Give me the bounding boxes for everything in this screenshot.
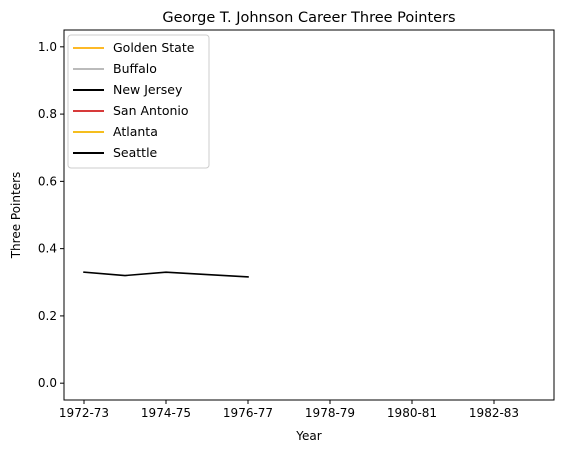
y-tick-label-4: 0.8: [38, 107, 57, 121]
x-tick-label-1: 1974-75: [141, 406, 191, 420]
legend-label-4: Atlanta: [113, 124, 158, 139]
x-tick-label-2: 1976-77: [223, 406, 273, 420]
x-axis: 1972-73 1974-75 1976-77 1978-79 1980-81 1982-…: [59, 400, 519, 420]
y-axis-label: Three Pointers: [9, 172, 23, 260]
legend-label-1: Buffalo: [113, 61, 157, 76]
x-tick-label-0: 1972-73: [59, 406, 109, 420]
y-tick-label-0: 0.0: [38, 376, 57, 390]
series-line-6: [83, 271, 249, 278]
x-axis-label: Year: [295, 429, 321, 443]
legend-label-2: New Jersey: [113, 82, 183, 97]
x-tick-label-5: 1982-83: [469, 406, 519, 420]
x-tick-label-3: 1978-79: [305, 406, 355, 420]
legend-label-3: San Antonio: [113, 103, 189, 118]
x-tick-label-4: 1980-81: [387, 406, 437, 420]
y-axis: 0.0 0.2 0.4 0.6 0.8 1.0: [38, 40, 64, 390]
y-tick-label-2: 0.4: [38, 242, 57, 256]
series-layer: [83, 271, 249, 278]
chart-title: George T. Johnson Career Three Pointers: [162, 10, 455, 26]
plot-frame: [63, 29, 555, 401]
y-tick-label-5: 1.0: [38, 40, 57, 54]
legend-label-0: Golden State: [113, 40, 195, 55]
legend: Golden State Buffalo New Jersey San Antonio…: [67, 34, 210, 169]
y-tick-label-1: 0.2: [38, 309, 57, 323]
legend-label-5: Seattle: [113, 145, 158, 160]
y-tick-label-3: 0.6: [38, 174, 57, 188]
